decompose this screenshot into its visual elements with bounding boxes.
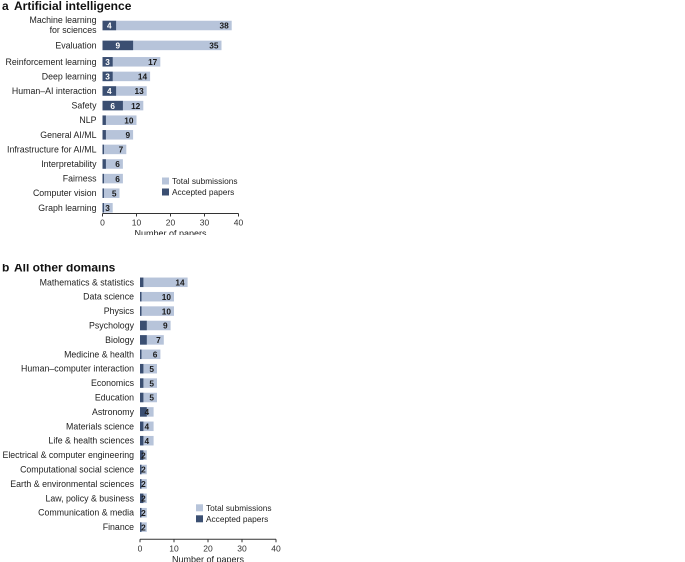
svg-text:2: 2 bbox=[141, 465, 146, 475]
svg-text:Accepted papers: Accepted papers bbox=[172, 187, 234, 197]
svg-text:5: 5 bbox=[112, 188, 117, 198]
svg-text:Infrastructure for AI/ML: Infrastructure for AI/ML bbox=[7, 144, 97, 154]
svg-text:5: 5 bbox=[149, 393, 154, 403]
svg-text:Interpretability: Interpretability bbox=[41, 159, 97, 169]
svg-text:b: b bbox=[2, 264, 9, 275]
svg-text:4: 4 bbox=[144, 422, 149, 432]
svg-text:Machine learning: Machine learning bbox=[30, 15, 97, 25]
svg-text:4: 4 bbox=[107, 21, 112, 31]
svg-text:10: 10 bbox=[132, 218, 142, 228]
svg-text:Total submissions: Total submissions bbox=[172, 176, 237, 186]
svg-text:Total submissions: Total submissions bbox=[206, 503, 271, 513]
svg-text:NLP: NLP bbox=[79, 115, 96, 125]
svg-text:3: 3 bbox=[105, 72, 110, 82]
svg-text:4: 4 bbox=[107, 86, 112, 96]
svg-text:Life & health sciences: Life & health sciences bbox=[48, 436, 134, 446]
svg-text:0: 0 bbox=[138, 543, 143, 553]
svg-text:3: 3 bbox=[105, 203, 110, 213]
svg-text:Human–AI interaction: Human–AI interaction bbox=[12, 86, 97, 96]
svg-text:Communication & media: Communication & media bbox=[38, 508, 134, 518]
svg-text:Physics: Physics bbox=[104, 306, 135, 316]
svg-text:0: 0 bbox=[100, 218, 105, 228]
svg-text:General AI/ML: General AI/ML bbox=[40, 130, 96, 140]
svg-text:6: 6 bbox=[115, 159, 120, 169]
svg-text:Computational social science: Computational social science bbox=[20, 465, 134, 475]
svg-text:2: 2 bbox=[141, 508, 146, 518]
svg-text:10: 10 bbox=[169, 543, 179, 553]
svg-text:Earth & environmental sciences: Earth & environmental sciences bbox=[10, 479, 134, 489]
svg-text:Astronomy: Astronomy bbox=[92, 407, 135, 417]
svg-text:20: 20 bbox=[166, 218, 176, 228]
svg-text:2: 2 bbox=[141, 450, 146, 460]
svg-text:Psychology: Psychology bbox=[89, 321, 135, 331]
svg-text:Mathematics & statistics: Mathematics & statistics bbox=[40, 277, 135, 287]
svg-text:10: 10 bbox=[162, 292, 172, 302]
svg-text:Deep learning: Deep learning bbox=[42, 71, 97, 81]
svg-text:40: 40 bbox=[271, 543, 281, 553]
svg-text:6: 6 bbox=[153, 350, 158, 360]
svg-text:Data science: Data science bbox=[83, 292, 134, 302]
svg-text:2: 2 bbox=[141, 494, 146, 504]
svg-text:Safety: Safety bbox=[72, 101, 98, 111]
svg-text:40: 40 bbox=[234, 218, 244, 228]
svg-text:6: 6 bbox=[110, 101, 115, 111]
svg-text:Number of papers: Number of papers bbox=[172, 554, 245, 562]
svg-text:4: 4 bbox=[144, 407, 149, 417]
svg-text:All other domains: All other domains bbox=[14, 264, 116, 275]
svg-text:Evaluation: Evaluation bbox=[55, 40, 96, 50]
svg-text:Number of papers: Number of papers bbox=[134, 229, 207, 236]
svg-text:10: 10 bbox=[124, 115, 134, 125]
svg-text:3: 3 bbox=[105, 57, 110, 67]
svg-text:Electrical & computer engineer: Electrical & computer engineering bbox=[2, 450, 134, 460]
svg-text:Human–computer interaction: Human–computer interaction bbox=[21, 364, 134, 374]
svg-text:7: 7 bbox=[156, 335, 161, 345]
svg-text:Fairness: Fairness bbox=[63, 174, 97, 184]
svg-text:Accepted papers: Accepted papers bbox=[206, 514, 268, 524]
svg-text:2: 2 bbox=[141, 479, 146, 489]
svg-text:9: 9 bbox=[115, 41, 120, 51]
svg-text:17: 17 bbox=[148, 57, 158, 67]
svg-text:5: 5 bbox=[149, 378, 154, 388]
svg-text:Economics: Economics bbox=[91, 378, 135, 388]
svg-text:38: 38 bbox=[219, 21, 229, 31]
svg-text:Finance: Finance bbox=[103, 522, 134, 532]
svg-text:7: 7 bbox=[119, 145, 124, 155]
svg-text:30: 30 bbox=[200, 218, 210, 228]
svg-text:12: 12 bbox=[131, 101, 141, 111]
svg-text:a: a bbox=[2, 0, 9, 13]
svg-text:9: 9 bbox=[125, 130, 130, 140]
svg-text:5: 5 bbox=[149, 364, 154, 374]
svg-text:30: 30 bbox=[237, 543, 247, 553]
svg-text:10: 10 bbox=[162, 306, 172, 316]
svg-text:2: 2 bbox=[141, 522, 146, 532]
svg-text:4: 4 bbox=[144, 436, 149, 446]
svg-text:Artificial intelligence: Artificial intelligence bbox=[14, 0, 132, 13]
svg-text:for sciences: for sciences bbox=[50, 25, 98, 35]
svg-text:9: 9 bbox=[163, 321, 168, 331]
svg-text:Education: Education bbox=[95, 393, 134, 403]
svg-text:Medicine & health: Medicine & health bbox=[64, 349, 134, 359]
svg-text:14: 14 bbox=[138, 72, 148, 82]
svg-text:Reinforcement learning: Reinforcement learning bbox=[6, 57, 97, 67]
svg-text:Biology: Biology bbox=[105, 335, 134, 345]
svg-text:14: 14 bbox=[175, 278, 185, 288]
svg-text:35: 35 bbox=[209, 41, 219, 51]
svg-text:Graph learning: Graph learning bbox=[38, 203, 96, 213]
svg-text:Law, policy & business: Law, policy & business bbox=[45, 493, 134, 503]
svg-text:13: 13 bbox=[134, 86, 144, 96]
svg-text:6: 6 bbox=[115, 174, 120, 184]
svg-text:Materials science: Materials science bbox=[66, 421, 134, 431]
svg-text:20: 20 bbox=[203, 543, 213, 553]
svg-text:Computer vision: Computer vision bbox=[33, 188, 97, 198]
